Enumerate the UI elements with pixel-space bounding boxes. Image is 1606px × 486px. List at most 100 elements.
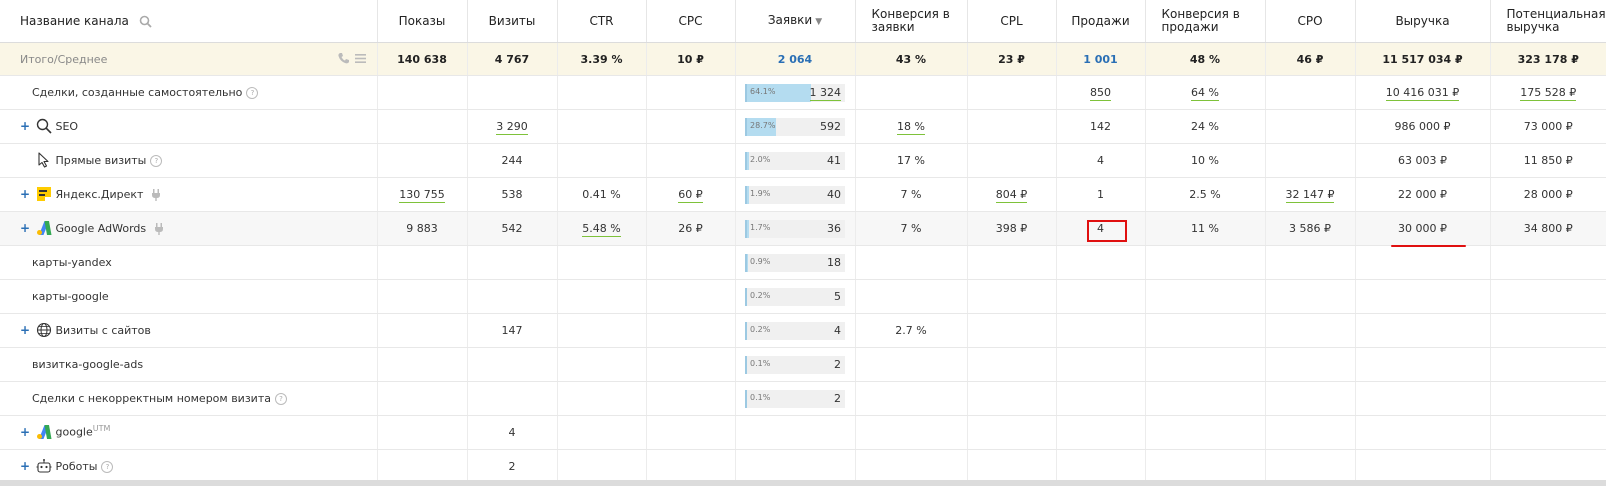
header-row: Название канала Показы Визиты CTR CPC За…	[0, 0, 1606, 43]
cell-conv-sales	[1145, 347, 1266, 382]
col-header-revenue[interactable]: Выручка	[1355, 0, 1491, 43]
col-header-sales[interactable]: Продажи	[1056, 0, 1146, 43]
col-header-conv-leads[interactable]: Конверсия в заявки	[855, 0, 968, 43]
row-name: карты-google	[0, 279, 378, 314]
cell-conv-sales: 2.5 %	[1145, 177, 1266, 212]
col-header-cpc[interactable]: CPC	[646, 0, 736, 43]
total-cpl: 23 ₽	[967, 42, 1057, 76]
cell-leads[interactable]: 0.2% 5	[735, 279, 856, 314]
total-leads[interactable]: 2 064	[735, 42, 856, 76]
cell-cpl[interactable]: 804 ₽	[967, 177, 1057, 212]
cell-visits	[467, 245, 558, 280]
expand-button[interactable]: +	[20, 424, 31, 439]
expand-button[interactable]: +	[20, 458, 31, 473]
leads-bar-fill	[745, 321, 748, 340]
cell-revenue	[1355, 381, 1491, 416]
cell-leads[interactable]: 28.7% 592	[735, 109, 856, 144]
cell-revenue: 30 000 ₽	[1355, 211, 1491, 246]
cell-revenue	[1355, 449, 1491, 484]
cell-visits: 542	[467, 211, 558, 246]
cell-shows	[377, 245, 468, 280]
col-header-visits[interactable]: Визиты	[467, 0, 558, 43]
cell-cpl	[967, 381, 1057, 416]
cell-conv-sales	[1145, 313, 1266, 348]
expand-button[interactable]: +	[20, 220, 31, 235]
cell-cpl	[967, 415, 1057, 450]
cell-sales	[1056, 381, 1146, 416]
row-name: визитка-google-ads	[0, 347, 378, 382]
google-ads-icon	[36, 220, 51, 235]
cell-shows[interactable]: 130 755	[377, 177, 468, 212]
cell-conv-sales[interactable]: 64 %	[1145, 75, 1266, 110]
help-icon[interactable]: ?	[274, 393, 287, 405]
menu-icon[interactable]	[354, 52, 367, 65]
cell-cpl	[967, 143, 1057, 178]
cell-shows	[377, 449, 468, 484]
cell-cpo[interactable]: 32 147 ₽	[1265, 177, 1356, 212]
leads-bar: 64.1% 1 324	[745, 83, 845, 102]
expand-button[interactable]: +	[20, 322, 31, 337]
cell-cpo	[1265, 381, 1356, 416]
col-header-shows[interactable]: Показы	[377, 0, 468, 43]
total-row: Итого/Среднее 140 638 4 767 3.39 % 10 ₽ …	[0, 42, 1606, 76]
col-header-cpl[interactable]: CPL	[967, 0, 1057, 43]
phone-icon[interactable]	[337, 52, 350, 65]
expand-button[interactable]: +	[20, 186, 31, 201]
help-icon[interactable]: ?	[101, 460, 114, 473]
cell-sales[interactable]: 850	[1056, 75, 1146, 110]
col-header-ctr[interactable]: CTR	[557, 0, 647, 43]
cell-visits: 2	[467, 449, 558, 484]
cell-leads[interactable]: 2.0% 41	[735, 143, 856, 178]
col-header-name[interactable]: Название канала	[0, 0, 378, 43]
robot-icon	[36, 458, 51, 473]
cell-conv-leads	[855, 279, 968, 314]
cell-conv-sales	[1145, 381, 1266, 416]
cell-leads[interactable]: 0.2% 4	[735, 313, 856, 348]
cell-leads[interactable]: 64.1% 1 324	[735, 75, 856, 110]
col-header-cpo[interactable]: CPO	[1265, 0, 1356, 43]
cell-cpc	[646, 381, 736, 416]
cell-shows	[377, 381, 468, 416]
cell-shows	[377, 313, 468, 348]
cell-cpc[interactable]: 60 ₽	[646, 177, 736, 212]
row-name: карты-yandex	[0, 245, 378, 280]
cell-leads[interactable]: 0.1% 2	[735, 381, 856, 416]
cell-potential	[1490, 415, 1606, 450]
cell-visits	[467, 279, 558, 314]
col-header-potential[interactable]: Потенциальная выручка	[1490, 0, 1606, 43]
search-icon[interactable]	[139, 15, 152, 28]
cell-revenue	[1355, 415, 1491, 450]
cell-leads[interactable]: 1.9% 40	[735, 177, 856, 212]
cell-cpl	[967, 347, 1057, 382]
help-icon[interactable]: ?	[246, 87, 259, 99]
cell-ctr[interactable]: 5.48 %	[557, 211, 647, 246]
cell-potential	[1490, 449, 1606, 484]
cell-leads[interactable]: 0.9% 18	[735, 245, 856, 280]
cell-potential[interactable]: 175 528 ₽	[1490, 75, 1606, 110]
cell-conv-leads[interactable]: 18 %	[855, 109, 968, 144]
col-header-conv-sales[interactable]: Конверсия в продажи	[1145, 0, 1266, 43]
table-row: + SEO 3 290 28.7% 592 18 % 142 24 % 986 0…	[0, 109, 1606, 144]
cell-leads[interactable]: 1.7% 36	[735, 211, 856, 246]
cell-ctr	[557, 415, 647, 450]
cell-revenue[interactable]: 10 416 031 ₽	[1355, 75, 1491, 110]
cell-visits[interactable]: 3 290	[467, 109, 558, 144]
expand-button[interactable]: +	[20, 118, 31, 133]
cell-revenue	[1355, 347, 1491, 382]
col-header-leads[interactable]: Заявки ▼	[735, 0, 856, 43]
total-cpo: 46 ₽	[1265, 42, 1356, 76]
cell-ctr	[557, 279, 647, 314]
sort-desc-icon: ▼	[815, 16, 823, 27]
cell-cpl	[967, 245, 1057, 280]
leads-bar: 1.9% 40	[745, 185, 845, 204]
cell-revenue: 986 000 ₽	[1355, 109, 1491, 144]
cell-leads[interactable]: 0.1% 2	[735, 347, 856, 382]
cell-potential: 11 850 ₽	[1490, 143, 1606, 178]
cell-cpo	[1265, 75, 1356, 110]
utm-badge: UTM	[92, 424, 111, 434]
cursor-icon	[37, 151, 49, 168]
cell-revenue	[1355, 245, 1491, 280]
help-icon[interactable]: ?	[150, 154, 163, 167]
total-sales[interactable]: 1 001	[1056, 42, 1146, 76]
horizontal-scrollbar[interactable]	[0, 480, 1606, 486]
